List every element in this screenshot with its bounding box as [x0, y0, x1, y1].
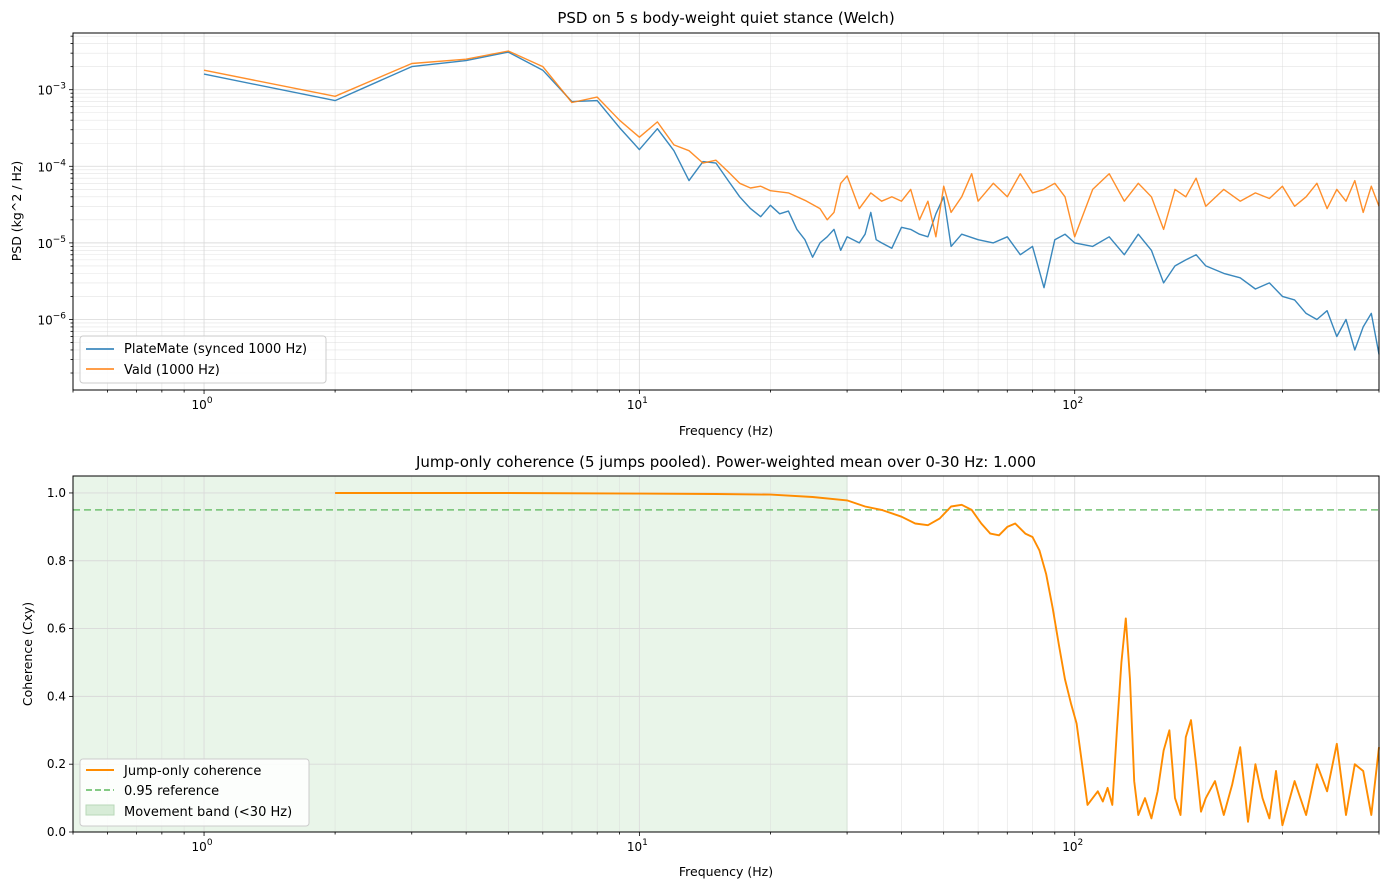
- coherence-y-tick-label: 0.2: [47, 757, 66, 771]
- psd-y-tick-label: 10−6: [37, 311, 66, 327]
- psd-legend-label-platemate: PlateMate (synced 1000 Hz): [124, 342, 307, 357]
- coherence-axes-frame: [72, 475, 1380, 833]
- coherence-panel: Jump-only coherence (5 jumps pooled). Po…: [20, 453, 1380, 879]
- coherence-y-ticks: 0.0 0.2 0.4 0.6 0.8 1.0: [47, 486, 73, 839]
- coherence-legend-box: [79, 758, 310, 827]
- psd-legend-box: [79, 335, 327, 384]
- psd-series: [203, 50, 1380, 355]
- coherence-y-tick-label: 0.6: [47, 622, 66, 636]
- psd-y-tick-label: 10−5: [37, 235, 66, 251]
- coherence-legend: Jump-only coherence 0.95 reference Movem…: [79, 758, 310, 827]
- psd-legend-label-vald: Vald (1000 Hz): [124, 363, 220, 378]
- psd-panel: PSD on 5 s body-weight quiet stance (Wel…: [9, 9, 1380, 438]
- psd-series-platemate-line: [203, 51, 1380, 355]
- coherence-y-tick-label: 1.0: [47, 486, 66, 500]
- coherence-y-axis-label: Coherence (Cxy): [20, 602, 35, 706]
- psd-y-tick-label: 10−3: [37, 82, 66, 98]
- coherence-legend-label-reference: 0.95 reference: [124, 784, 219, 799]
- coherence-legend-label-band: Movement band (<30 Hz): [124, 805, 292, 820]
- coherence-x-tick-label: 100: [192, 838, 213, 854]
- psd-y-axis-label: PSD (kg^2 / Hz): [9, 161, 24, 262]
- psd-y-tick-label: 10−4: [37, 158, 66, 174]
- psd-title: PSD on 5 s body-weight quiet stance (Wel…: [557, 9, 894, 27]
- coherence-x-ticks: 100 101 102: [72, 832, 1380, 854]
- coherence-series: [335, 492, 1380, 827]
- psd-x-ticks: 100 101 102: [72, 390, 1380, 412]
- psd-grid: [72, 33, 1380, 390]
- coherence-x-tick-label: 102: [1062, 838, 1083, 854]
- coherence-x-tick-label: 101: [627, 838, 648, 854]
- coherence-y-tick-label: 0.8: [47, 554, 66, 568]
- psd-axes-frame: [72, 32, 1380, 391]
- psd-x-tick-label: 102: [1062, 396, 1083, 412]
- coherence-legend-label-series: Jump-only coherence: [123, 764, 261, 779]
- coherence-series-line: [335, 492, 1380, 827]
- psd-x-tick-label: 100: [192, 396, 213, 412]
- coherence-y-tick-label: 0.4: [47, 689, 66, 703]
- psd-legend: PlateMate (synced 1000 Hz) Vald (1000 Hz…: [79, 335, 327, 384]
- psd-y-ticks: 10−6 10−5 10−4 10−3: [37, 35, 73, 374]
- psd-series-vald-line: [203, 50, 1380, 238]
- coherence-legend-swatch-band: [85, 804, 115, 816]
- psd-x-tick-label: 101: [627, 396, 648, 412]
- psd-x-axis-label: Frequency (Hz): [679, 423, 773, 438]
- coherence-title: Jump-only coherence (5 jumps pooled). Po…: [415, 453, 1036, 471]
- coherence-y-tick-label: 0.0: [47, 825, 66, 839]
- coherence-x-axis-label: Frequency (Hz): [679, 864, 773, 879]
